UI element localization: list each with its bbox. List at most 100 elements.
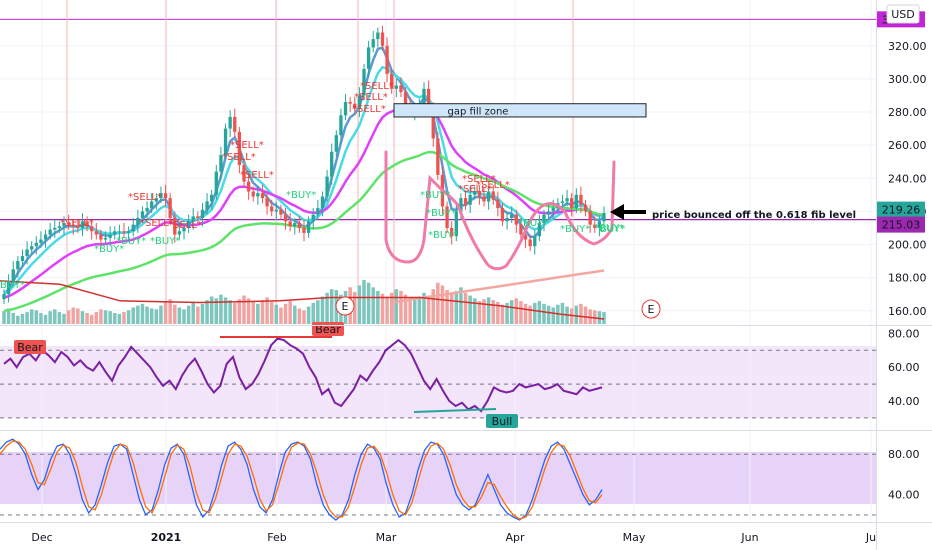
price-tick-label: 280.00 (888, 106, 927, 119)
candle-body (71, 224, 75, 227)
time-tick-label: 2021 (151, 531, 182, 544)
buy-signal-label: *BUY* (560, 224, 590, 235)
volume-bar (306, 306, 311, 324)
volume-bar (500, 304, 505, 324)
volume-bar (66, 310, 71, 324)
volume-bar (426, 295, 431, 324)
price-tick-label: 160.00 (888, 305, 927, 318)
candle-body (228, 116, 232, 129)
volume-bar (574, 305, 579, 324)
volume-bar (417, 296, 422, 324)
buy-signal-label: *BUY* (594, 223, 624, 234)
candle-body (500, 208, 505, 222)
earnings-marker-1[interactable]: E (335, 296, 355, 316)
sell-signal-label: *SELL* (354, 92, 388, 103)
volume-bar (422, 292, 426, 324)
sell-signal-label: *SELL* (476, 180, 510, 191)
candle-body (76, 226, 80, 228)
volume-bar (560, 302, 565, 324)
candle-body (339, 115, 343, 136)
candle-body (196, 216, 200, 218)
volume-bar (385, 296, 389, 324)
sell-signal-label: *SELL* (240, 170, 274, 181)
candle-body (477, 191, 482, 197)
candle-body (62, 222, 66, 227)
divergence-badge-label: Bear (315, 323, 341, 336)
volume-bar (191, 302, 195, 324)
candle-body (473, 191, 477, 195)
volume-bar (256, 303, 260, 324)
volume-bar (357, 285, 362, 324)
divergence-badge (14, 340, 46, 354)
candle-body (39, 239, 43, 243)
volume-bar (316, 300, 320, 324)
arrow-head-icon (610, 204, 624, 220)
volume-bar (269, 302, 274, 324)
candle-body (2, 294, 6, 300)
candle-body (293, 222, 297, 227)
time-tick-label: May (623, 531, 646, 544)
volume-bar (431, 289, 435, 324)
candle-body (565, 198, 569, 202)
volume-bar (108, 311, 112, 324)
volume-bar (113, 313, 117, 324)
candle-body (445, 206, 449, 228)
sell-signal-label: *SELL* (168, 220, 202, 231)
candle-body (260, 193, 265, 199)
candle-body (256, 193, 260, 197)
currency-button[interactable]: USD (886, 4, 920, 24)
volume-bar (491, 300, 495, 324)
time-tick-label: Ju (865, 531, 876, 544)
candle-body (150, 201, 154, 209)
candle-body (426, 88, 431, 108)
volume-bar (173, 304, 177, 324)
candle-body (182, 227, 186, 232)
candle-body (482, 196, 486, 202)
volume-layer (2, 280, 606, 324)
sell-signal-label: *SELL* (222, 152, 256, 163)
volume-bar (25, 312, 29, 324)
candle-body (210, 194, 214, 202)
volume-bar (159, 305, 163, 324)
candle-body (233, 116, 237, 132)
candle-body (205, 201, 209, 210)
price-tick-label: 260.00 (888, 139, 927, 152)
volume-bar (43, 314, 48, 324)
candle-body (246, 181, 251, 192)
volume-bar (228, 300, 232, 324)
candle-body (357, 95, 362, 109)
candle-body (343, 102, 348, 116)
divergence-badge (486, 414, 518, 428)
volume-bar (514, 298, 519, 324)
svg-text:USD: USD (891, 8, 915, 21)
candle-body (528, 239, 532, 247)
candle-body (376, 32, 380, 40)
earnings-marker-2[interactable]: E (641, 299, 661, 319)
candle-body (399, 85, 403, 93)
stoch-tick-label: 80.00 (888, 448, 920, 461)
candle-body (108, 234, 112, 238)
candle-body (131, 224, 135, 232)
candle-body (311, 214, 315, 222)
candle-body (602, 213, 606, 222)
sell-signal-label: *SELL* (128, 192, 162, 203)
time-tick-label: Apr (505, 531, 525, 544)
candle-body (283, 214, 288, 222)
candle-body (242, 165, 246, 182)
candle-body (251, 191, 255, 197)
candle-body (30, 246, 34, 250)
volume-bar (523, 303, 528, 324)
volume-bar (94, 312, 99, 324)
volume-bar (122, 312, 126, 324)
volume-bar (449, 293, 454, 324)
candle-body (90, 226, 94, 232)
candle-body (265, 198, 269, 207)
candle-body (579, 194, 583, 205)
candle-body (16, 261, 20, 270)
time-axis: Dec 2021 Feb Mar Apr May Jun Ju (31, 531, 876, 544)
candle-body (394, 85, 398, 89)
volume-bar (89, 314, 94, 324)
candle-body (113, 231, 117, 235)
candle-body (523, 234, 528, 240)
svg-text:E: E (342, 300, 349, 313)
